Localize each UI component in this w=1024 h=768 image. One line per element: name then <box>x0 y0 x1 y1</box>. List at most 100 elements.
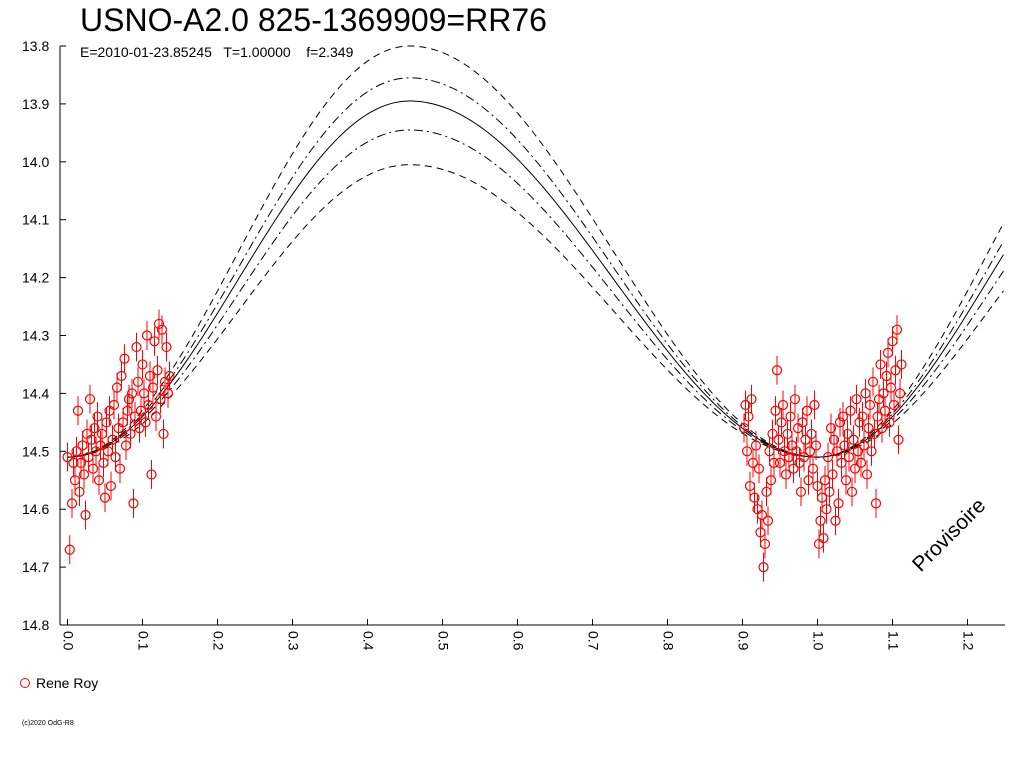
data-point <box>842 428 853 440</box>
data-points <box>62 309 907 582</box>
data-point <box>840 475 852 486</box>
data-point <box>137 359 148 370</box>
y-tick-label: 14.2 <box>22 270 49 286</box>
data-point <box>791 446 802 457</box>
model-curve-1 <box>67 45 1004 458</box>
data-point <box>101 417 112 428</box>
data-point <box>123 394 135 405</box>
y-tick-label: 14.4 <box>22 385 49 401</box>
data-point <box>818 533 829 544</box>
data-point <box>153 318 165 330</box>
axes: 13.8 13.9 14.0 14.1 14.2 14.3 14.4 14.5 14.6 14.7… <box>22 38 1005 651</box>
data-point <box>147 382 159 393</box>
data-point <box>99 492 111 503</box>
data-point <box>866 446 877 457</box>
data-point <box>156 324 168 335</box>
data-point <box>122 405 133 416</box>
data-point <box>743 411 754 422</box>
data-point <box>126 388 138 399</box>
y-tick-label: 14.7 <box>22 559 49 575</box>
y-tick-label: 14.6 <box>22 501 49 517</box>
data-point <box>95 440 106 451</box>
copyright: (c)2020 OdG-R8 <box>22 720 74 727</box>
x-tick-label: 0.4 <box>361 631 377 651</box>
data-point <box>851 394 862 405</box>
x-tick-label: 0.1 <box>136 631 152 651</box>
legend-marker-icon <box>20 678 30 688</box>
data-point <box>861 469 873 480</box>
model-curve-5 <box>67 164 1004 458</box>
x-tick-label: 0.3 <box>286 631 302 651</box>
data-point <box>849 463 861 474</box>
data-point <box>762 515 774 526</box>
data-point <box>72 405 84 416</box>
data-point <box>105 480 117 492</box>
data-point <box>143 399 154 411</box>
data-point <box>756 509 768 521</box>
data-point <box>776 417 787 428</box>
data-point <box>809 399 820 411</box>
data-point <box>146 469 157 480</box>
data-point <box>855 457 867 468</box>
data-point <box>741 446 753 457</box>
data-point <box>132 376 144 387</box>
model-curves <box>67 45 1004 458</box>
x-tick-label: 0.9 <box>736 631 752 651</box>
data-point <box>870 498 882 509</box>
chart-subtitle: E=2010-01-23.85245 T=1.00000 f=2.349 <box>80 44 353 60</box>
data-point <box>155 394 166 405</box>
data-point <box>821 504 832 515</box>
data-point <box>767 428 778 440</box>
data-point <box>836 457 847 468</box>
x-tick-label: 0.2 <box>211 631 227 651</box>
data-point <box>896 359 907 370</box>
data-point <box>780 469 792 480</box>
data-point <box>773 434 784 445</box>
data-point <box>75 457 87 468</box>
data-point <box>758 561 769 573</box>
data-point <box>801 405 813 416</box>
y-tick-label: 14.1 <box>22 212 49 228</box>
data-point <box>830 515 841 526</box>
data-point <box>759 538 771 550</box>
x-tick-label: 0.8 <box>661 631 677 651</box>
data-point <box>753 463 765 474</box>
data-point <box>807 463 819 474</box>
data-point <box>144 370 156 382</box>
model-curve-4 <box>67 129 1004 458</box>
data-point <box>884 417 895 428</box>
data-point <box>788 463 799 474</box>
data-point <box>66 498 78 509</box>
data-point <box>141 330 153 341</box>
model-curve-2 <box>67 77 1004 458</box>
data-point <box>108 399 120 411</box>
data-point <box>846 486 858 497</box>
y-tick-label: 13.9 <box>22 96 49 112</box>
data-point <box>878 388 889 399</box>
x-tick-label: 0.0 <box>61 631 77 651</box>
data-point <box>825 423 837 434</box>
f-label: f=2.349 <box>306 44 354 60</box>
y-tick-label: 14.0 <box>22 154 49 170</box>
data-point <box>78 469 90 480</box>
y-tick-label: 14.3 <box>22 328 49 344</box>
data-point <box>798 451 810 463</box>
data-point <box>162 388 174 399</box>
data-point <box>107 434 118 445</box>
data-point <box>888 399 900 411</box>
data-point <box>827 469 838 480</box>
data-point <box>845 405 856 416</box>
data-point <box>789 394 801 405</box>
data-point <box>64 544 75 555</box>
data-point <box>875 359 886 370</box>
data-point <box>80 509 91 521</box>
data-point <box>140 417 151 428</box>
data-point <box>795 486 807 497</box>
data-point <box>858 440 870 451</box>
data-point <box>749 492 760 503</box>
x-tick-label: 0.7 <box>586 631 602 651</box>
y-tick-label: 13.8 <box>22 38 49 54</box>
data-point <box>164 370 175 382</box>
data-point <box>89 423 100 434</box>
